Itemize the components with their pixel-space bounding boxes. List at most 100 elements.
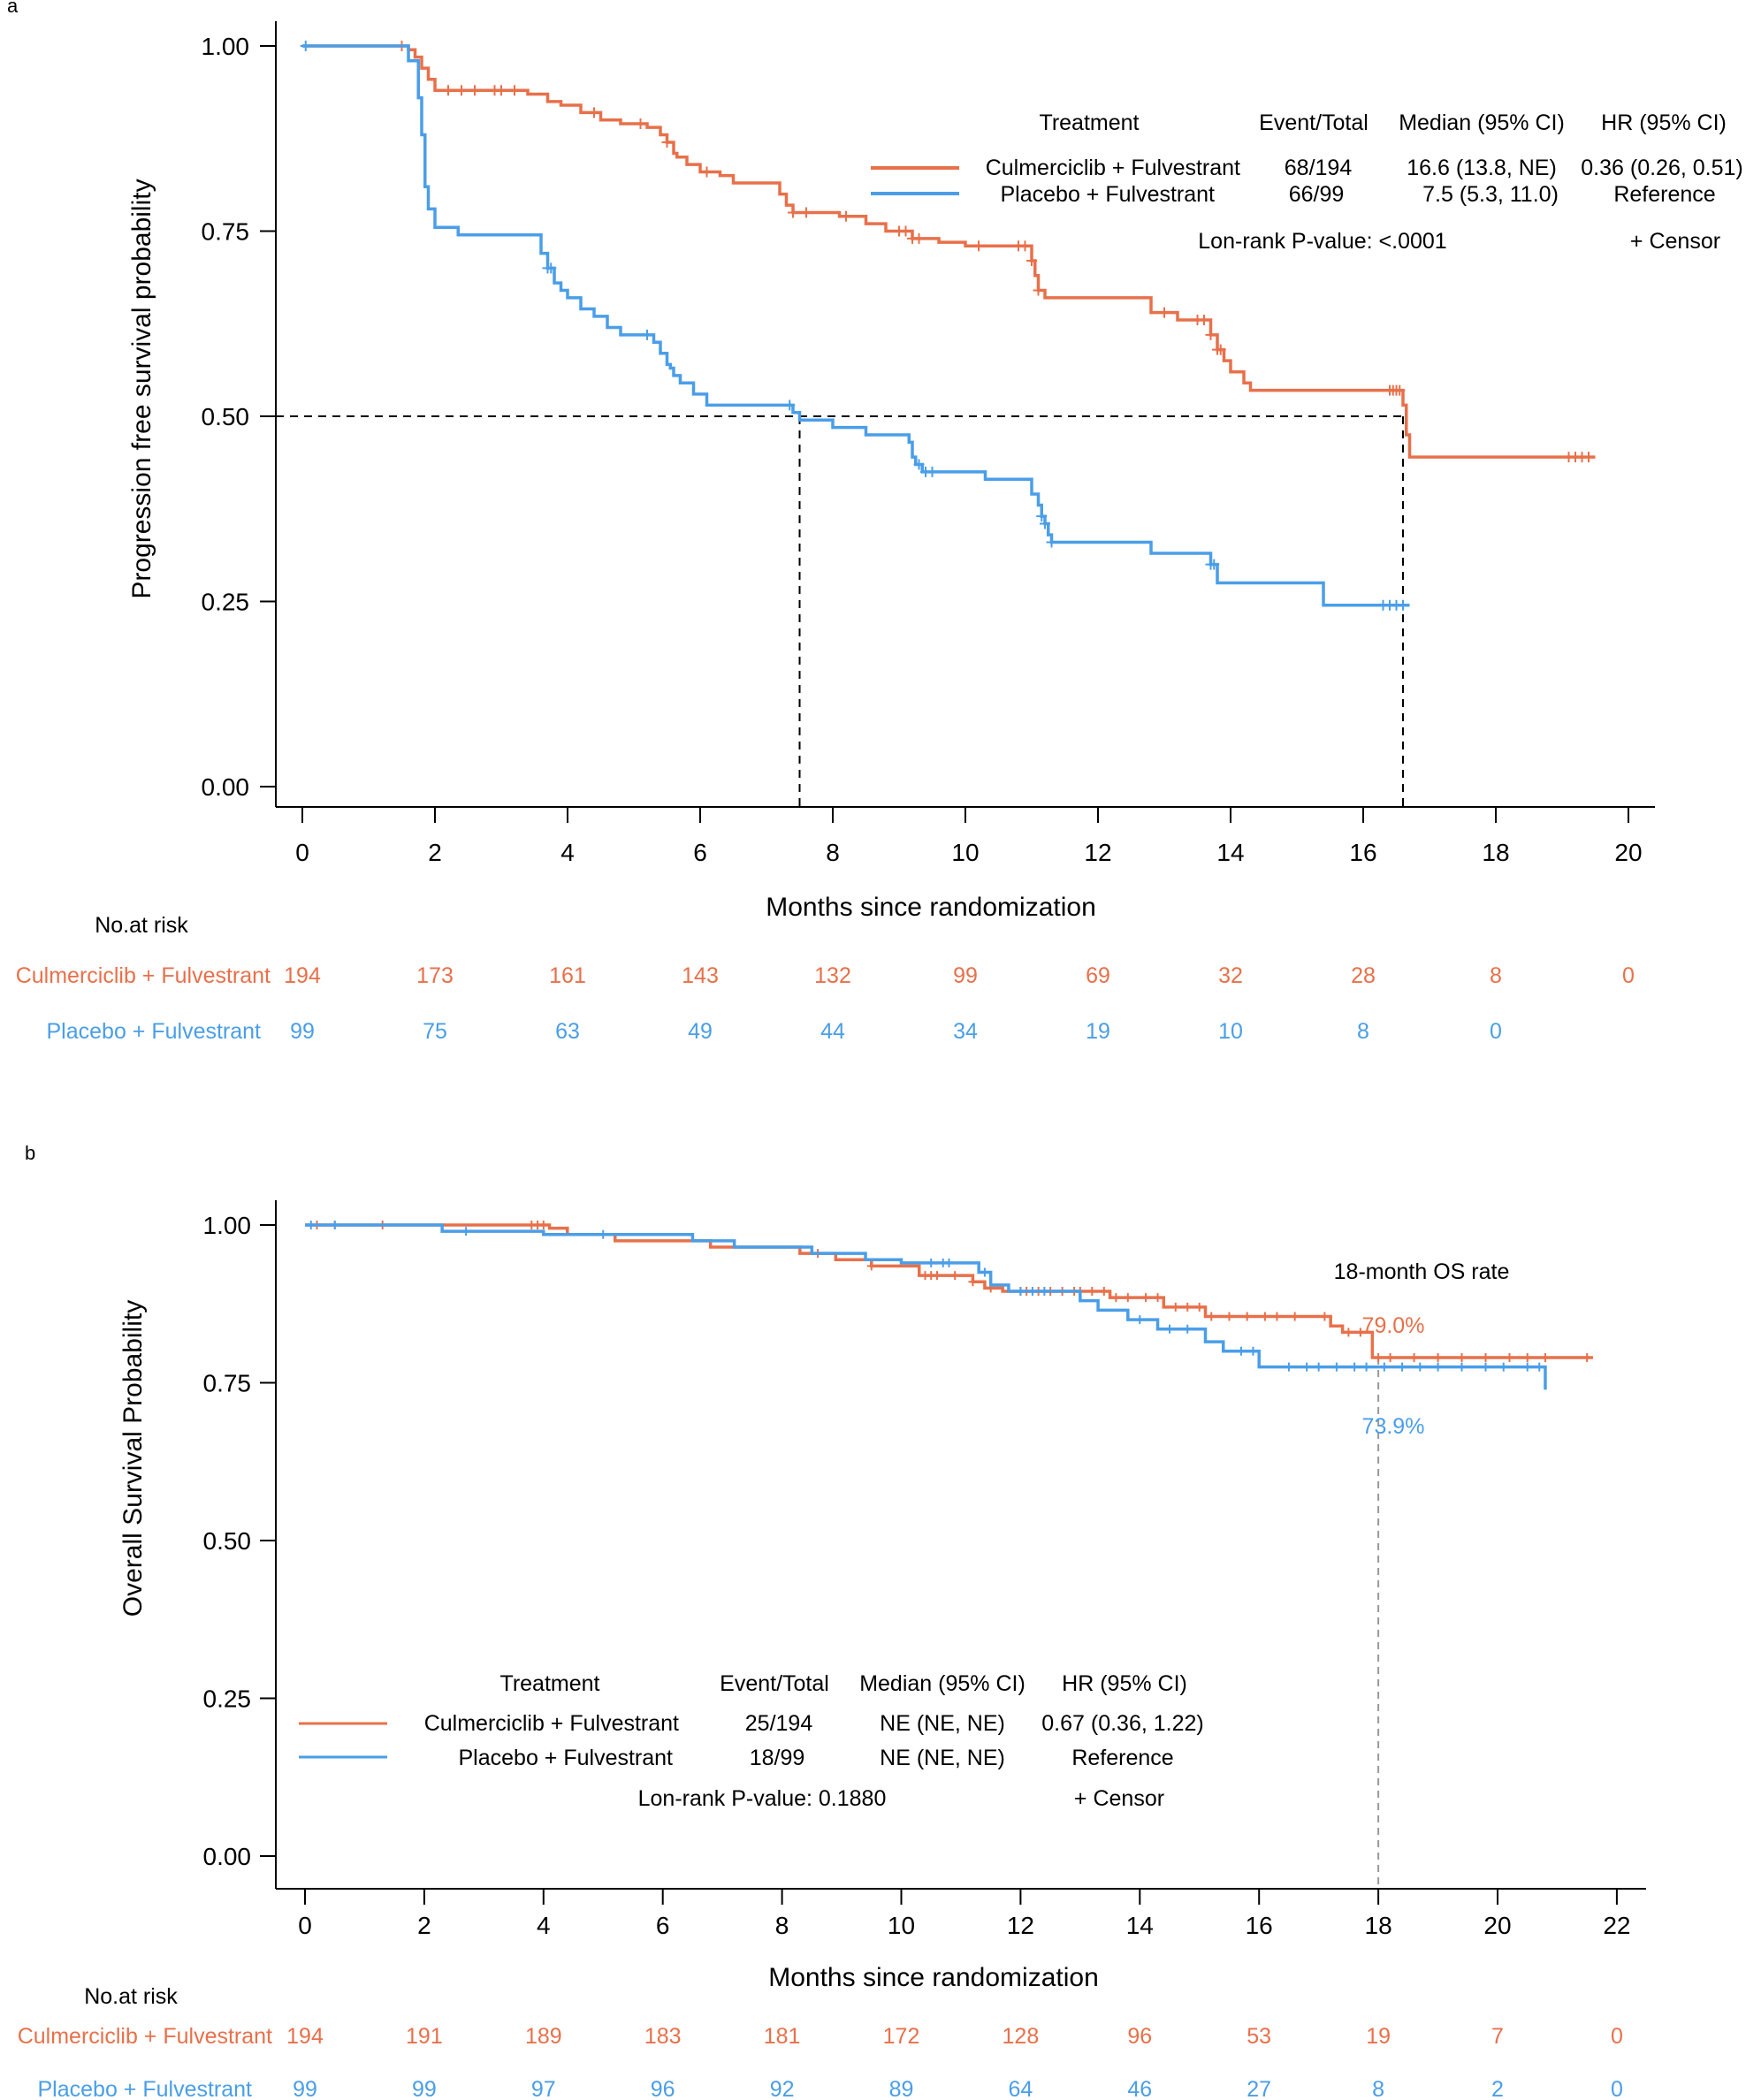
legend-b-pvalue: Lon-rank P-value: 0.1880 bbox=[638, 1786, 887, 1811]
censor-mark-placebo bbox=[1350, 1362, 1360, 1372]
risk-value-culmerciclib: 19 bbox=[1366, 2024, 1391, 2049]
risk-b-label-culmerciclib: Culmerciclib + Fulvestrant bbox=[18, 2024, 272, 2049]
legend-b-row1-event-total: 25/194 bbox=[745, 1711, 813, 1736]
censor-mark-culmerciclib bbox=[1205, 329, 1216, 340]
censor-mark-placebo bbox=[1135, 1315, 1145, 1325]
legend-a-row2-median: 7.5 (5.3, 11.0) bbox=[1422, 182, 1559, 207]
risk-value-placebo: 99 bbox=[290, 1019, 315, 1044]
censor-mark-culmerciclib bbox=[538, 1221, 548, 1229]
censor-mark-culmerciclib bbox=[1224, 1312, 1234, 1321]
censor-mark-culmerciclib bbox=[456, 85, 467, 96]
risk-value-culmerciclib: 173 bbox=[416, 963, 454, 988]
censor-mark-placebo bbox=[642, 329, 652, 340]
censor-mark-culmerciclib bbox=[635, 118, 646, 129]
km-curve-placebo bbox=[302, 44, 1410, 607]
censor-mark-placebo bbox=[1535, 1362, 1544, 1372]
censor-mark-culmerciclib bbox=[1394, 384, 1406, 396]
panel-b-curves bbox=[305, 1221, 1593, 1390]
censor-mark-placebo bbox=[784, 399, 796, 411]
censor-mark-culmerciclib bbox=[1183, 1302, 1193, 1312]
legend-a-row2-event-total: 66/99 bbox=[1289, 182, 1345, 207]
risk-b-values: 194 191 189 183 181 172 128 96 53 19 7 0 99 99 97 96 92 8… bbox=[286, 2024, 1623, 2100]
censor-mark-culmerciclib bbox=[1481, 1352, 1491, 1362]
risk-value-placebo: 46 bbox=[1127, 2077, 1152, 2100]
censor-mark-culmerciclib bbox=[932, 1271, 942, 1281]
censor-mark-culmerciclib bbox=[1194, 1302, 1204, 1312]
censor-mark-placebo bbox=[1314, 1362, 1323, 1372]
censor-mark-culmerciclib bbox=[1170, 1302, 1180, 1312]
panel-b-rate-label: 18-month OS rate bbox=[1334, 1259, 1510, 1284]
risk-value-placebo: 89 bbox=[889, 2077, 914, 2100]
censor-mark-culmerciclib bbox=[841, 210, 851, 222]
legend-a-pvalue: Lon-rank P-value: <.0001 bbox=[1198, 229, 1446, 254]
risk-value-placebo: 0 bbox=[1611, 2077, 1623, 2100]
x-tick-label: 12 bbox=[1007, 1912, 1034, 1939]
legend-a-row1-treatment: Culmerciclib + Fulvestrant bbox=[986, 156, 1240, 180]
censor-mark-culmerciclib bbox=[900, 225, 911, 237]
legend-b-header-event-total: Event/Total bbox=[720, 1671, 829, 1696]
y-tick-label: 0.75 bbox=[203, 1370, 252, 1397]
risk-value-culmerciclib: 172 bbox=[883, 2024, 920, 2049]
risk-value-placebo: 10 bbox=[1218, 1019, 1243, 1044]
censor-mark-placebo bbox=[461, 1227, 471, 1236]
panel-a-ylabel: Progression free survival probability bbox=[127, 179, 156, 598]
risk-value-culmerciclib: 194 bbox=[284, 963, 321, 988]
x-tick-label: 16 bbox=[1349, 839, 1376, 866]
censor-mark-placebo bbox=[1481, 1362, 1491, 1372]
x-tick-label: 12 bbox=[1084, 839, 1111, 866]
censor-mark-culmerciclib bbox=[1087, 1286, 1097, 1296]
panel-b-risk-table: No.at risk Culmerciclib + Fulvestrant Pl… bbox=[18, 1984, 1623, 2100]
censor-mark-culmerciclib bbox=[1123, 1293, 1132, 1303]
censor-mark-placebo bbox=[306, 1221, 316, 1229]
risk-value-culmerciclib: 189 bbox=[525, 2024, 562, 2049]
panel-b-xlabel: Months since randomization bbox=[768, 1963, 1099, 1992]
risk-b-title: No.at risk bbox=[84, 1984, 178, 2009]
censor-mark-culmerciclib bbox=[1582, 1352, 1592, 1362]
censor-mark-placebo bbox=[330, 1221, 339, 1229]
risk-value-placebo: 49 bbox=[688, 1019, 713, 1044]
x-tick-label: 14 bbox=[1216, 839, 1244, 866]
censor-mark-culmerciclib bbox=[509, 85, 520, 96]
censor-mark-placebo bbox=[545, 262, 557, 274]
y-tick-label: 0.50 bbox=[203, 1527, 252, 1555]
x-tick-label: 20 bbox=[1483, 1912, 1511, 1939]
risk-value-culmerciclib: 194 bbox=[286, 2024, 324, 2049]
censor-mark-placebo bbox=[926, 466, 938, 477]
x-tick-label: 18 bbox=[1482, 839, 1509, 866]
legend-a-row1-median: 16.6 (13.8, NE) bbox=[1407, 156, 1557, 180]
x-tick-label: 6 bbox=[656, 1912, 670, 1939]
censor-mark-culmerciclib bbox=[469, 85, 480, 96]
censor-mark-culmerciclib bbox=[950, 1271, 960, 1281]
risk-value-culmerciclib: 7 bbox=[1491, 2024, 1504, 2049]
censor-mark-culmerciclib bbox=[973, 240, 984, 252]
censor-mark-culmerciclib bbox=[1272, 1312, 1282, 1321]
censor-mark-placebo bbox=[1165, 1324, 1175, 1334]
risk-value-placebo: 8 bbox=[1357, 1019, 1369, 1044]
risk-value-placebo: 2 bbox=[1491, 2077, 1504, 2100]
y-tick-label: 0.75 bbox=[202, 218, 250, 246]
censor-mark-placebo bbox=[1236, 1346, 1246, 1356]
censor-mark-culmerciclib bbox=[1505, 1352, 1514, 1362]
risk-value-culmerciclib: 128 bbox=[1003, 2024, 1040, 2049]
panel-a-pfs-chart: a 0.000.250.500.751.000 2 4 6 8 10 12 14 16 18 20 … bbox=[7, 0, 1743, 1044]
risk-value-culmerciclib: 0 bbox=[1611, 2024, 1623, 2049]
legend-a-row1-event-total: 68/194 bbox=[1285, 156, 1353, 180]
censor-mark-placebo bbox=[1183, 1324, 1193, 1334]
panel-a-legend: Treatment Event/Total Median (95% CI) HR… bbox=[871, 110, 1743, 254]
x-tick-label: 4 bbox=[560, 839, 575, 866]
legend-b-row2-event-total: 18/99 bbox=[750, 1746, 805, 1770]
y-tick-label: 1.00 bbox=[203, 1212, 252, 1239]
censor-mark-culmerciclib bbox=[1374, 1352, 1384, 1362]
risk-a-label-placebo: Placebo + Fulvestrant bbox=[47, 1019, 262, 1044]
censor-mark-culmerciclib bbox=[1207, 1312, 1216, 1321]
risk-value-culmerciclib: 181 bbox=[764, 2024, 801, 2049]
risk-value-placebo: 63 bbox=[555, 1019, 580, 1044]
risk-a-title: No.at risk bbox=[95, 913, 188, 938]
censor-mark-placebo bbox=[1398, 1362, 1407, 1372]
risk-value-culmerciclib: 53 bbox=[1247, 2024, 1271, 2049]
censor-mark-culmerciclib bbox=[866, 1261, 876, 1271]
legend-b-censor: + Censor bbox=[1074, 1786, 1164, 1811]
risk-value-culmerciclib: 32 bbox=[1218, 963, 1243, 988]
risk-value-placebo: 99 bbox=[412, 2077, 437, 2100]
